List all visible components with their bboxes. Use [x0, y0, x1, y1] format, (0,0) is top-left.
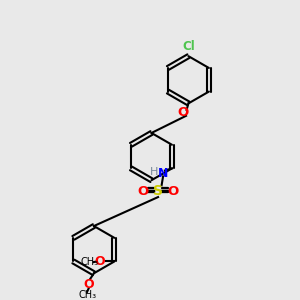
Text: H: H: [150, 167, 158, 177]
Text: Cl: Cl: [182, 40, 195, 52]
Text: N: N: [158, 167, 168, 180]
Text: O: O: [83, 278, 94, 291]
Text: CH₃: CH₃: [81, 257, 99, 267]
Text: S: S: [153, 184, 163, 198]
Text: O: O: [94, 255, 105, 268]
Text: O: O: [137, 185, 148, 198]
Text: O: O: [178, 106, 189, 119]
Text: O: O: [168, 185, 179, 198]
Text: CH₃: CH₃: [78, 290, 96, 300]
